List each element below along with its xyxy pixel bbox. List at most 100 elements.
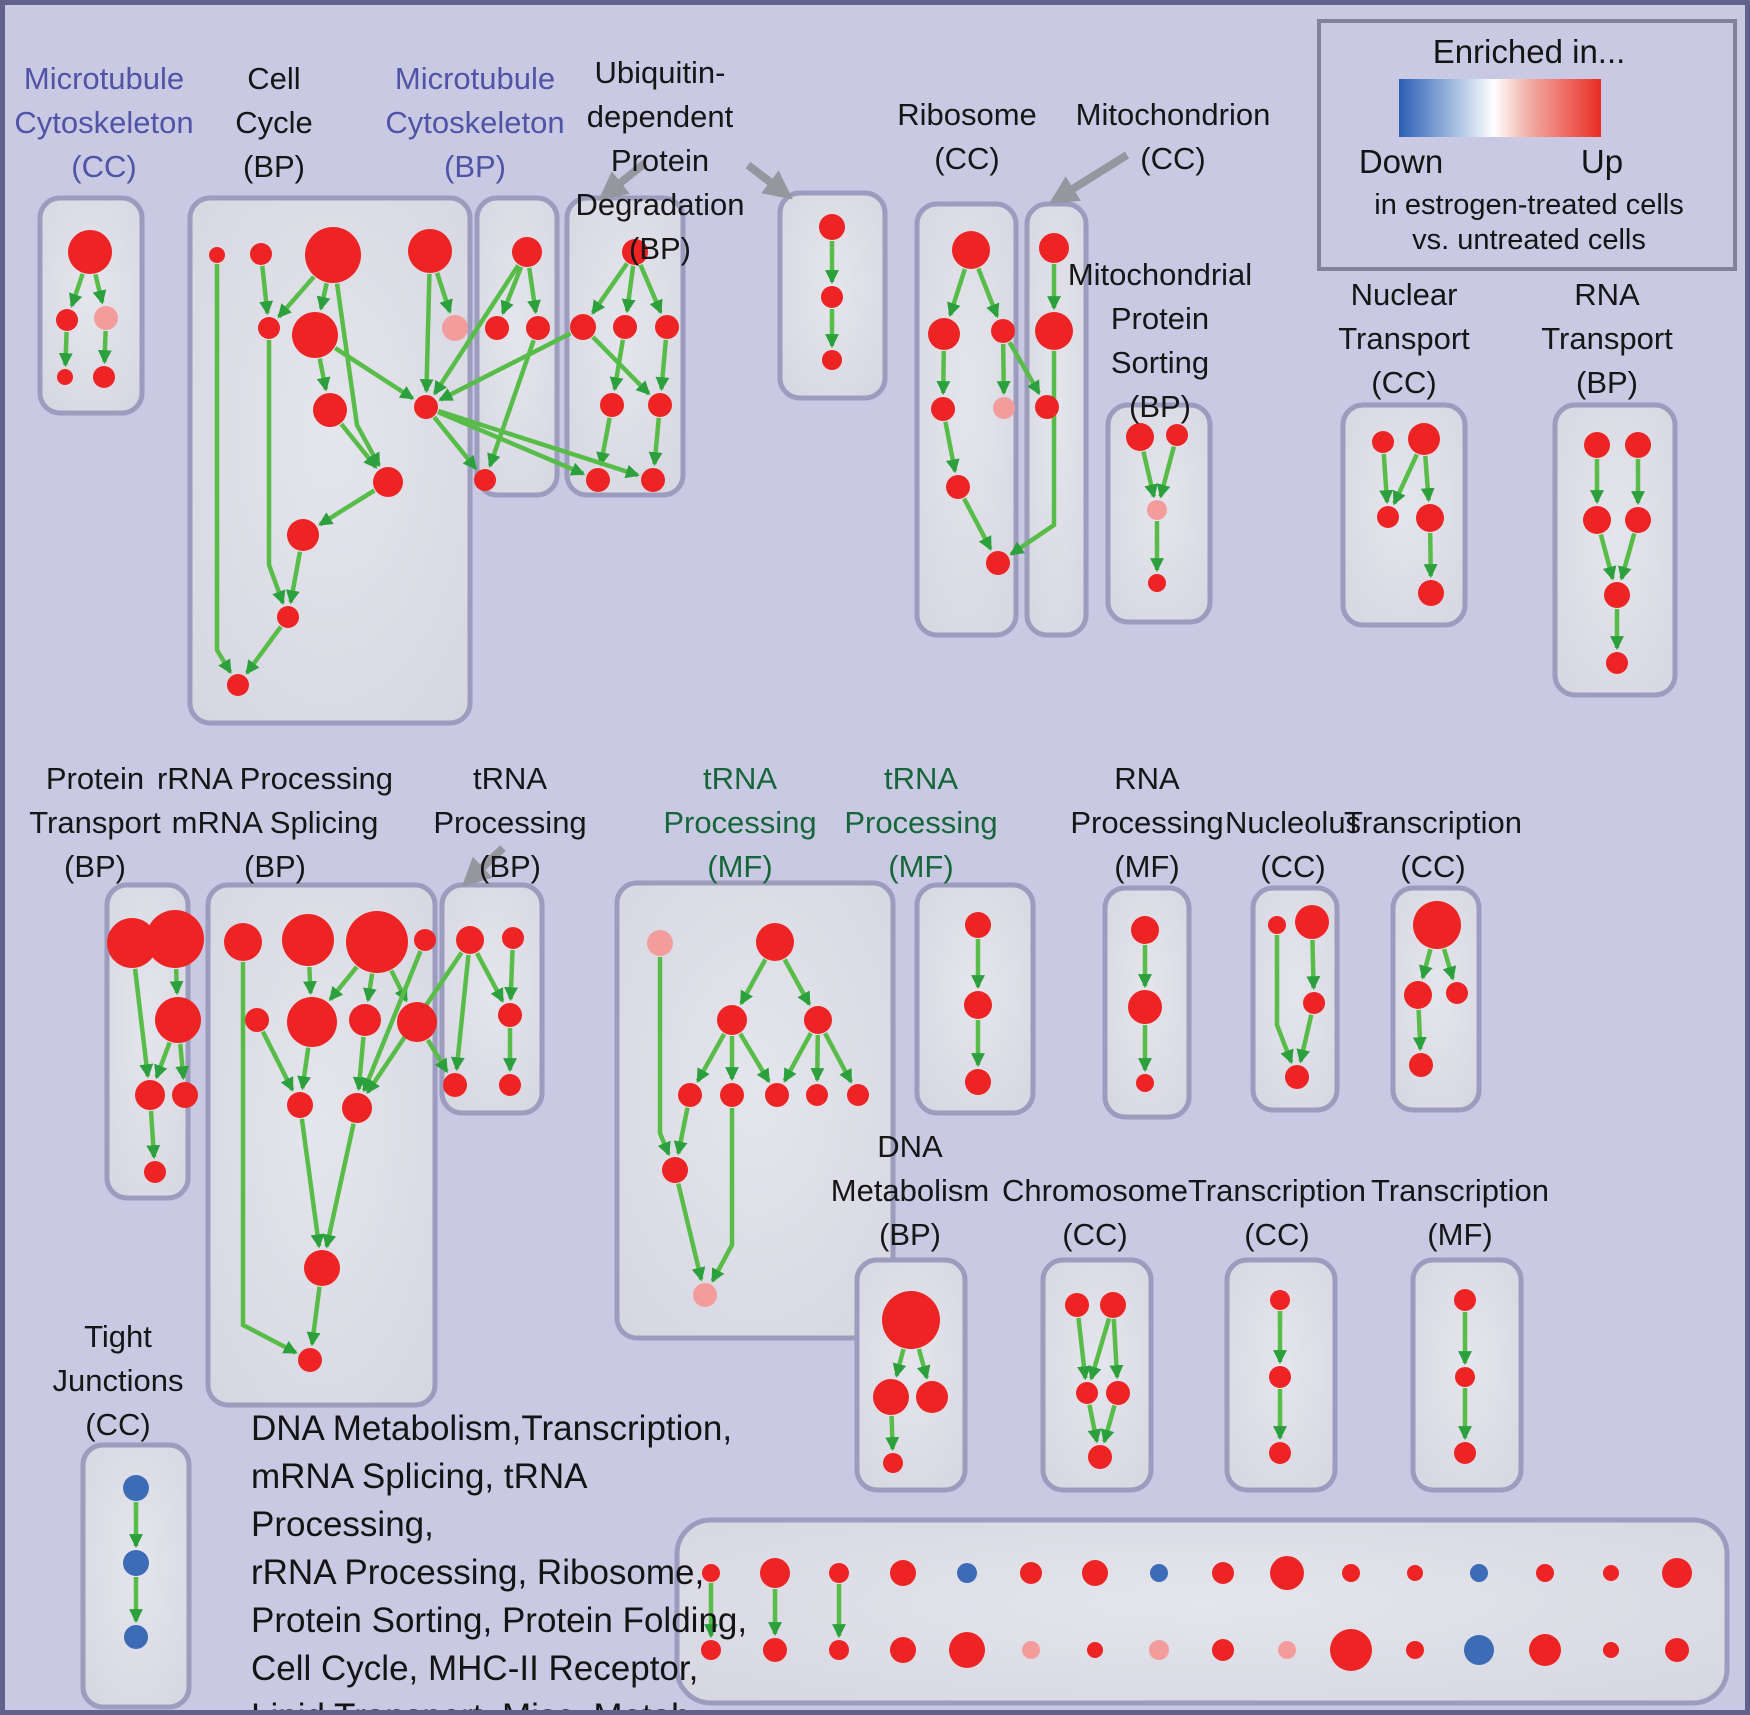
edge-nucleolus-cc [1296, 1014, 1314, 1064]
edge-microtubule-cytoskeleton-bp [527, 267, 541, 315]
edge-cell-cycle-bp [259, 265, 274, 316]
edge-cell-cycle-bp [316, 282, 331, 311]
node-microtubule-cytoskeleton-bp-r [512, 237, 542, 267]
node-nucleolus-cc-r [1268, 916, 1286, 934]
node-trna-processing-mf-1-r [804, 1006, 832, 1034]
edge-ubiquitin-degradation-a [655, 339, 670, 392]
node-dna-metabolism-bp-r [882, 1291, 940, 1349]
edge-ubiquitin-degradation-a [609, 339, 626, 392]
node-nuclear-transport-cc-r [1377, 506, 1399, 528]
node-protein-transport-bp-r [107, 918, 157, 968]
edge-chromosome-cc [1109, 1318, 1124, 1380]
edge-rrna-processing-mrna-splicing-bp [299, 1118, 325, 1249]
edge-transcription-cc-row2 [1419, 948, 1433, 980]
node-misc-pair-6-top [1020, 1562, 1042, 1584]
node-trna-processing-mf-2-r [964, 991, 992, 1019]
edge-nucleolus-cc [1274, 935, 1294, 1065]
node-ubiquitin-degradation-a-r [570, 314, 596, 340]
edge-ubiquitin-degradation-a [621, 265, 636, 314]
edge-cell-cycle-bp [419, 273, 434, 394]
node-trna-processing-bp-r [498, 1003, 522, 1027]
node-mitochondrion-cc-r [1035, 395, 1059, 419]
node-misc-pair-5-top [957, 1563, 977, 1583]
edge-cell-cycle-bp [266, 340, 286, 605]
node-cell-cycle-bp-r [408, 229, 452, 273]
cluster-box-microtubule-cytoskeleton-bp [474, 195, 560, 498]
node-rrna-processing-mrna-splicing-bp-r [342, 1093, 372, 1123]
node-cell-cycle-bp-r [258, 317, 280, 339]
node-ubiquitin-degradation-a-r [641, 468, 665, 492]
edge-ribosome-cc [943, 421, 960, 474]
node-trna-processing-bp-r [499, 1074, 521, 1096]
node-ubiquitin-degradation-a-r [655, 315, 679, 339]
edge-rrna-processing-mrna-splicing-bp [362, 950, 423, 1093]
edge-dna-metabolism-bp [885, 1415, 900, 1452]
edge-trna-processing-mf-1 [739, 958, 768, 1006]
edge-microtubule-cytoskeleton-cc [97, 330, 112, 365]
edge-trna-processing-mf-1 [695, 1032, 727, 1083]
node-microtubule-cytoskeleton-bp-r [485, 316, 509, 340]
edge-mitochondrial-protein-sorting-bp [1141, 451, 1158, 499]
cluster-box-mitochondrion-cc [1024, 201, 1089, 638]
edge-rrna-processing-mrna-splicing-bp [240, 962, 298, 1355]
node-cell-cycle-bp-r [277, 606, 299, 628]
node-rrna-processing-mrna-splicing-bp-r [298, 1348, 322, 1372]
edge-microtubule-cytoskeleton-cc [68, 273, 85, 308]
node-misc-pair-4-bottom [890, 1637, 916, 1663]
edge-protein-transport-bp [132, 968, 154, 1079]
edge-microtubule-cytoskeleton-cc [92, 273, 107, 305]
edge-ribosome-cc [947, 268, 968, 317]
edge-transcription-cc-row2 [1441, 948, 1457, 981]
edge-trna-processing-bp [450, 954, 471, 1072]
edge-rna-transport-bp [1618, 532, 1637, 581]
legend-up-label: Up [1580, 143, 1624, 180]
node-rna-processing-mf-r [1131, 916, 1159, 944]
node-cell-cycle-bp-r [305, 227, 361, 283]
node-rrna-processing-mrna-splicing-bp-r [349, 1004, 381, 1036]
cluster-box-nuclear-transport-cc [1340, 402, 1468, 628]
edge-cell-cycle-bp [318, 488, 376, 527]
node-ubiquitin-degradation-b-r [821, 286, 843, 308]
layer-edges [58, 241, 1645, 1639]
edge-chromosome-cc [1087, 1317, 1112, 1381]
edge-trna-processing-mf-1 [673, 1107, 690, 1156]
edge-ribosome-cc [962, 497, 993, 551]
node-nuclear-transport-cc-r [1408, 423, 1440, 455]
pointer-trna-bp [461, 845, 506, 887]
edge-ubiquitin-degradation-a [596, 417, 612, 467]
node-trna-processing-bp-r [502, 927, 524, 949]
node-rna-transport-bp-r [1625, 432, 1651, 458]
node-rrna-processing-mrna-splicing-bp-r [414, 929, 436, 951]
node-nuclear-transport-cc-r [1418, 580, 1444, 606]
edge-nuclear-transport-cc [1420, 455, 1435, 503]
edge-transcription-cc-row2 [1412, 1009, 1427, 1052]
edge-protein-transport-bp [169, 968, 184, 996]
node-ubiquitin-degradation-b-r [822, 350, 842, 370]
node-rna-transport-bp-r [1625, 507, 1651, 533]
node-mitochondrion-cc-r [1035, 312, 1073, 350]
edge-microtubule-cytoskeleton-cc [58, 331, 73, 368]
node-protein-transport-bp-r [146, 910, 204, 968]
node-ubiquitin-degradation-a-r [622, 239, 648, 265]
edge-cell-cycle-bp [285, 551, 303, 605]
edge-ribosome-cc [976, 267, 1000, 319]
node-mitochondrial-protein-sorting-bp-r [1166, 424, 1188, 446]
node-cell-cycle-bp-r [227, 674, 249, 696]
node-dna-metabolism-bp-r [916, 1381, 948, 1413]
node-rna-transport-bp-r [1583, 506, 1611, 534]
edge-trna-processing-mf-1 [710, 1108, 735, 1283]
node-rna-processing-mf-r [1136, 1074, 1154, 1092]
node-misc-pair-8-top [1150, 1564, 1168, 1582]
edge-protein-transport-bp [146, 1110, 161, 1160]
node-trna-processing-mf-2-r [965, 912, 991, 938]
cluster-box-misc-pairs-box [674, 1517, 1730, 1706]
layer-pointers [461, 151, 1130, 887]
edge-nuclear-transport-cc [1423, 532, 1438, 579]
node-ribosome-cc-r [928, 318, 960, 350]
node-rrna-processing-mrna-splicing-bp-r [245, 1008, 269, 1032]
node-trna-processing-bp-r [456, 926, 484, 954]
edge-chromosome-cc [1100, 1404, 1117, 1444]
edge-rrna-processing-mrna-splicing-bp [322, 1123, 356, 1249]
node-transcription-cc-row2-r [1404, 981, 1432, 1009]
node-cell-cycle-bp-r [287, 519, 319, 551]
